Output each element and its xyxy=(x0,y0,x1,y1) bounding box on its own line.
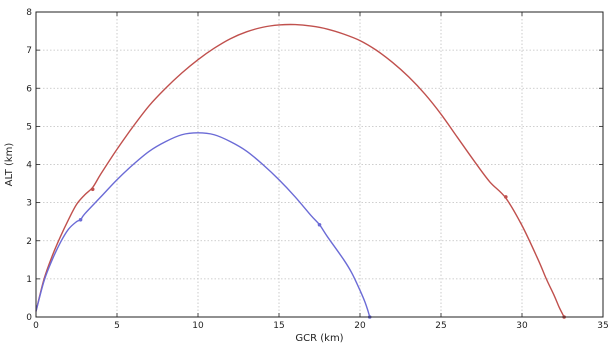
x-tick-label: 30 xyxy=(516,321,528,331)
y-tick-label: 7 xyxy=(26,46,32,56)
grid-lines xyxy=(35,11,604,318)
x-tick-label: 20 xyxy=(354,321,366,331)
x-tick-label: 0 xyxy=(33,321,39,331)
y-tick-label: 0 xyxy=(26,313,32,323)
y-axis-label: ALT (km) xyxy=(4,143,15,187)
y-tick-label: 8 xyxy=(26,8,32,18)
y-tick-label: 3 xyxy=(26,199,32,209)
series-marker-2 xyxy=(78,217,83,222)
series-marker-2 xyxy=(317,222,322,227)
series-marker-1 xyxy=(504,195,508,199)
axis-ticks: 0 5 10 15 20 25 30 35 0 1 2 3 4 5 6 7 8 xyxy=(26,8,608,331)
series-line-2 xyxy=(35,132,371,318)
y-tick-label: 4 xyxy=(26,161,32,171)
x-tick-label: 15 xyxy=(273,321,284,331)
x-axis-label: GCR (km) xyxy=(295,333,343,344)
x-tick-label: 35 xyxy=(597,321,608,331)
y-tick-label: 6 xyxy=(26,84,32,94)
series-marker-1 xyxy=(90,187,95,192)
x-tick-label: 5 xyxy=(114,321,120,331)
series-line-1 xyxy=(35,23,565,318)
y-tick-label: 5 xyxy=(26,122,32,132)
y-tick-label: 2 xyxy=(26,237,32,247)
y-tick-label: 1 xyxy=(26,275,32,285)
x-tick-label: 25 xyxy=(435,321,446,331)
series-layer xyxy=(35,23,566,319)
x-tick-label: 10 xyxy=(192,321,204,331)
